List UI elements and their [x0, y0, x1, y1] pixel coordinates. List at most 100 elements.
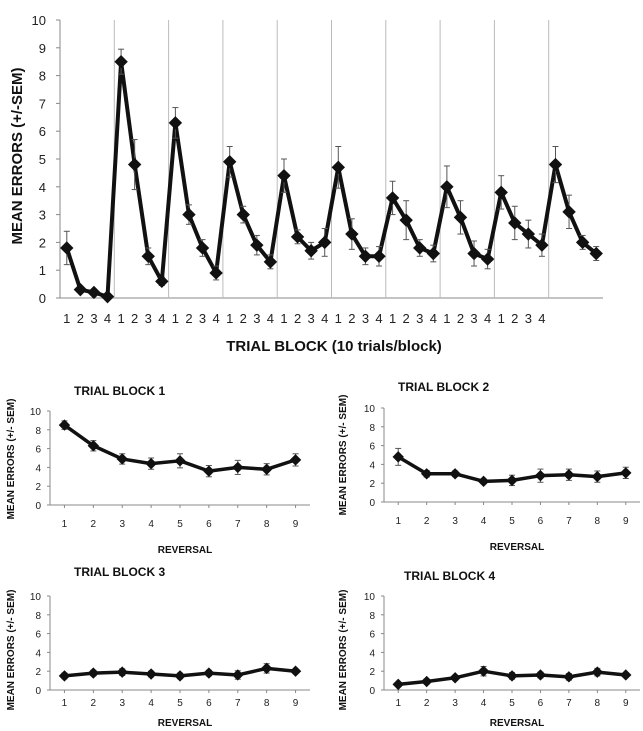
- data-point: [289, 454, 302, 466]
- data-point: [250, 238, 264, 252]
- data-point: [195, 241, 210, 255]
- small-chart-trial-block-4: TRIAL BLOCK 4 MEAN ERRORS (+/- SEM) REVE…: [338, 569, 640, 729]
- data-point: [203, 667, 215, 679]
- y-tick-label: 0: [35, 501, 41, 512]
- data-point: [399, 213, 413, 227]
- x-tick-label: 8: [264, 519, 270, 530]
- x-tick-label: 1: [280, 311, 287, 326]
- y-tick-label: 4: [369, 648, 375, 659]
- data-point: [236, 207, 250, 222]
- y-tick-label: 0: [35, 686, 41, 697]
- data-point: [420, 675, 433, 688]
- data-point: [60, 241, 74, 255]
- y-tick-label: 10: [364, 404, 376, 415]
- x-tick-label: 1: [498, 311, 505, 326]
- main-x-axis-title: TRIAL BLOCK (10 trials/block): [226, 338, 442, 355]
- data-point: [562, 205, 576, 219]
- x-tick-label: 2: [185, 311, 192, 326]
- y-tick-label: 2: [35, 667, 41, 678]
- data-point: [426, 246, 441, 261]
- y-tick-label: 4: [35, 648, 41, 659]
- data-point: [127, 157, 142, 172]
- data-point: [345, 227, 359, 241]
- x-tick-label: 2: [77, 311, 84, 326]
- data-point: [232, 669, 244, 681]
- y-tick-label: 3: [39, 208, 46, 223]
- x-tick-label: 3: [308, 311, 315, 326]
- y-tick-label: 8: [369, 611, 375, 622]
- x-tick-label: 8: [595, 698, 601, 709]
- data-point: [392, 451, 404, 463]
- data-point: [145, 668, 157, 680]
- x-tick-label: 1: [443, 311, 450, 326]
- small-x-axis-title: REVERSAL: [490, 542, 544, 553]
- x-tick-label: 9: [623, 516, 629, 527]
- data-point: [620, 669, 632, 681]
- x-tick-label: 1: [226, 311, 233, 326]
- x-tick-label: 3: [119, 698, 125, 709]
- data-point: [620, 467, 632, 479]
- data-point: [155, 274, 169, 289]
- data-point: [289, 665, 302, 677]
- x-tick-label: 2: [403, 311, 410, 326]
- data-point: [358, 249, 373, 264]
- x-tick-label: 5: [509, 516, 515, 527]
- data-point: [453, 210, 468, 225]
- data-point: [548, 157, 563, 172]
- data-point: [141, 249, 155, 264]
- data-point: [535, 238, 549, 252]
- small-chart-title: TRIAL BLOCK 3: [74, 565, 165, 579]
- data-point: [260, 463, 273, 475]
- data-point: [521, 227, 536, 241]
- x-tick-label: 3: [525, 311, 532, 326]
- x-tick-label: 4: [148, 519, 154, 530]
- small-chart-title: TRIAL BLOCK 4: [404, 569, 495, 583]
- data-point: [534, 669, 547, 681]
- y-tick-label: 4: [39, 180, 46, 195]
- x-tick-label: 4: [481, 516, 487, 527]
- y-tick-label: 0: [39, 291, 46, 306]
- x-tick-label: 9: [293, 698, 299, 709]
- data-point: [563, 469, 575, 481]
- y-tick-label: 5: [39, 152, 46, 167]
- data-point: [480, 252, 495, 266]
- x-tick-label: 4: [375, 311, 382, 326]
- y-tick-label: 10: [364, 592, 376, 603]
- data-point: [575, 235, 590, 250]
- small-x-axis-title: REVERSAL: [158, 718, 212, 729]
- y-tick-label: 8: [35, 611, 41, 622]
- small-chart-title: TRIAL BLOCK 1: [74, 384, 165, 398]
- y-tick-label: 10: [30, 592, 42, 603]
- x-tick-label: 2: [240, 311, 247, 326]
- x-tick-label: 4: [321, 311, 328, 326]
- y-tick-label: 8: [369, 423, 375, 434]
- x-tick-label: 5: [177, 519, 183, 530]
- data-point: [413, 241, 427, 255]
- y-tick-label: 8: [39, 69, 46, 84]
- data-point: [304, 244, 318, 258]
- data-point: [222, 155, 237, 169]
- x-tick-label: 2: [91, 519, 97, 530]
- series-line: [64, 59, 598, 299]
- data-point: [168, 116, 183, 130]
- data-point: [591, 470, 604, 483]
- data-point: [114, 54, 128, 69]
- data-point: [203, 465, 215, 477]
- x-tick-label: 1: [117, 311, 124, 326]
- x-tick-label: 1: [172, 311, 179, 326]
- x-tick-label: 7: [566, 698, 572, 709]
- data-point: [563, 671, 575, 683]
- data-point: [385, 191, 400, 205]
- x-tick-label: 2: [91, 698, 97, 709]
- data-point: [87, 440, 100, 452]
- x-tick-label: 2: [457, 311, 464, 326]
- y-tick-label: 6: [39, 124, 46, 139]
- data-point: [116, 453, 128, 465]
- small-chart-trial-block-1: TRIAL BLOCK 1 MEAN ERRORS (+/- SEM) REVE…: [6, 384, 310, 556]
- small-x-axis-title: REVERSAL: [158, 545, 212, 556]
- y-tick-label: 10: [30, 407, 42, 418]
- data-point: [58, 419, 71, 431]
- y-tick-label: 2: [369, 667, 375, 678]
- data-point: [392, 678, 404, 691]
- x-tick-label: 6: [206, 519, 212, 530]
